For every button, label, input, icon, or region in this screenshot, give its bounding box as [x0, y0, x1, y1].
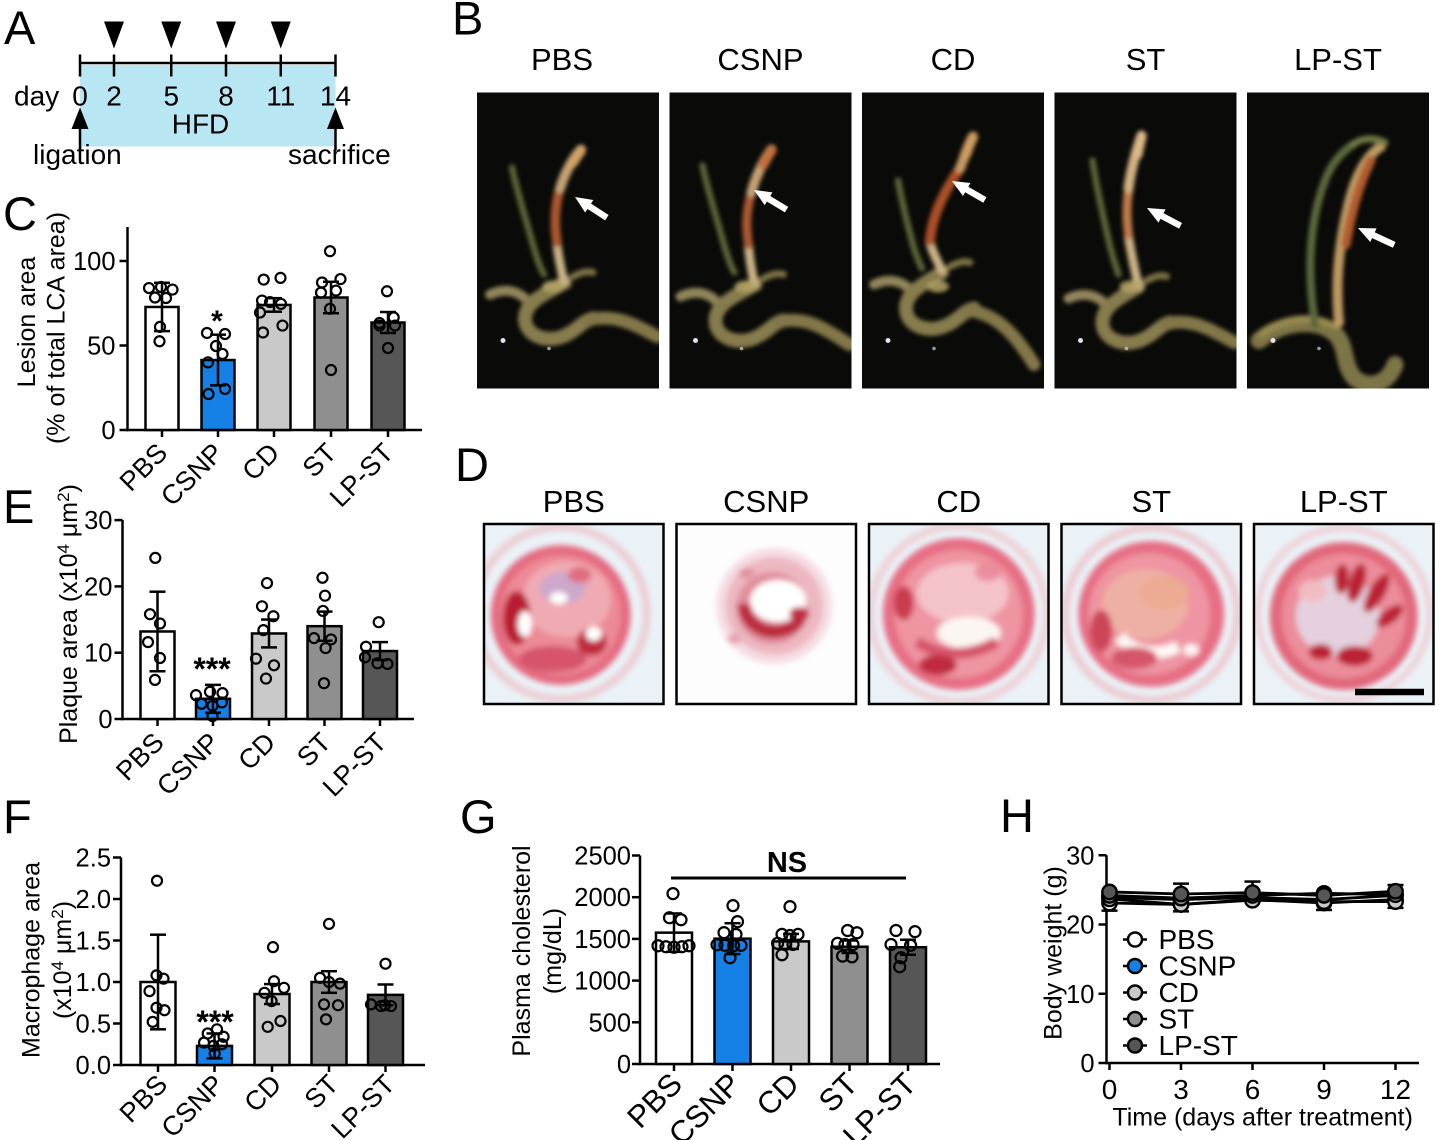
svg-text:HFD: HFD	[172, 109, 230, 140]
svg-text:ST: ST	[299, 1069, 345, 1115]
svg-text:*: *	[211, 305, 223, 338]
svg-text:F: F	[3, 790, 32, 843]
svg-text:(% of total LCA area): (% of total LCA area)	[43, 212, 71, 444]
svg-text:PBS: PBS	[531, 42, 593, 77]
svg-text:9: 9	[1316, 1074, 1332, 1105]
svg-text:CSNP: CSNP	[723, 484, 809, 519]
svg-text:CD: CD	[931, 42, 976, 77]
svg-text:CD: CD	[1159, 977, 1199, 1008]
svg-text:CD: CD	[750, 1066, 806, 1122]
svg-text:2000: 2000	[574, 884, 631, 912]
svg-text:ST: ST	[297, 438, 343, 484]
svg-text:E: E	[3, 480, 34, 533]
svg-text:2500: 2500	[574, 843, 631, 871]
svg-text:(mg/dL): (mg/dL)	[539, 908, 567, 994]
svg-text:NS: NS	[767, 847, 807, 879]
svg-text:10: 10	[1066, 981, 1094, 1009]
svg-text:1.0: 1.0	[76, 969, 111, 997]
svg-text:20: 20	[1066, 912, 1094, 940]
svg-text:B: B	[452, 0, 483, 45]
svg-text:CSNP: CSNP	[717, 42, 803, 77]
svg-text:500: 500	[588, 1009, 631, 1037]
svg-text:6: 6	[1245, 1074, 1261, 1105]
svg-text:***: ***	[193, 651, 231, 687]
svg-text:30: 30	[1066, 842, 1094, 870]
svg-text:12: 12	[1380, 1074, 1411, 1105]
svg-text:CSNP: CSNP	[1159, 951, 1237, 982]
svg-text:0: 0	[72, 81, 88, 112]
svg-text:2.5: 2.5	[76, 845, 111, 873]
svg-text:14: 14	[320, 81, 351, 112]
svg-text:CSNP: CSNP	[155, 1069, 229, 1140]
svg-text:0: 0	[1080, 1050, 1094, 1078]
svg-text:Time (days after treatment): Time (days after treatment)	[1112, 1104, 1413, 1132]
svg-text:20: 20	[84, 573, 112, 601]
svg-text:LP-ST: LP-ST	[1300, 484, 1388, 519]
svg-text:sacrifice: sacrifice	[288, 139, 391, 170]
svg-text:5: 5	[163, 81, 179, 112]
svg-text:ST: ST	[1126, 42, 1166, 77]
svg-text:30: 30	[84, 507, 112, 535]
svg-text:day: day	[14, 81, 59, 112]
svg-text:CD: CD	[238, 1069, 287, 1118]
svg-text:50: 50	[87, 333, 115, 361]
svg-text:0: 0	[617, 1051, 631, 1079]
svg-text:1000: 1000	[574, 968, 631, 996]
svg-text:Plaque area (x104 μm2): Plaque area (x104 μm2)	[54, 484, 83, 744]
svg-text:***: ***	[196, 1004, 234, 1040]
svg-text:ST: ST	[1159, 1004, 1195, 1035]
svg-text:Lesion area: Lesion area	[13, 257, 41, 388]
svg-text:0: 0	[1102, 1074, 1118, 1105]
svg-text:ST: ST	[291, 727, 337, 773]
svg-text:ligation: ligation	[33, 139, 122, 170]
svg-text:10: 10	[84, 640, 112, 668]
svg-text:2: 2	[106, 81, 122, 112]
svg-text:LP-ST: LP-ST	[1294, 42, 1382, 77]
svg-text:11: 11	[266, 81, 295, 112]
svg-text:3: 3	[1173, 1074, 1189, 1105]
svg-text:0.0: 0.0	[76, 1052, 111, 1080]
svg-text:LP-ST: LP-ST	[324, 438, 399, 513]
svg-text:0.5: 0.5	[76, 1011, 111, 1039]
svg-text:PBS: PBS	[543, 484, 605, 519]
svg-text:CD: CD	[236, 438, 285, 487]
svg-text:LP-ST: LP-ST	[1159, 1030, 1238, 1061]
svg-text:8: 8	[218, 81, 234, 112]
svg-text:D: D	[455, 438, 489, 491]
svg-text:G: G	[460, 790, 497, 843]
svg-text:(x104 μm2): (x104 μm2)	[48, 901, 77, 1019]
svg-text:0: 0	[101, 417, 115, 445]
svg-text:CD: CD	[232, 727, 281, 776]
svg-text:0: 0	[98, 706, 112, 734]
svg-text:H: H	[1000, 789, 1034, 842]
svg-text:Body weight (g): Body weight (g)	[1040, 866, 1068, 1040]
svg-text:Macrophage area: Macrophage area	[18, 862, 46, 1058]
svg-text:1.5: 1.5	[76, 928, 111, 956]
svg-text:2.0: 2.0	[76, 886, 111, 914]
svg-text:LP-ST: LP-ST	[317, 727, 392, 802]
svg-text:CSNP: CSNP	[155, 438, 229, 512]
svg-text:C: C	[3, 187, 37, 240]
svg-text:CD: CD	[936, 484, 981, 519]
svg-text:CSNP: CSNP	[151, 727, 225, 801]
svg-text:PBS: PBS	[1159, 924, 1215, 955]
svg-text:100: 100	[73, 248, 116, 276]
svg-text:A: A	[4, 1, 36, 54]
svg-text:Plasma cholesterol: Plasma cholesterol	[508, 845, 536, 1056]
svg-text:1500: 1500	[574, 926, 631, 954]
svg-text:LP-ST: LP-ST	[325, 1069, 400, 1140]
svg-text:ST: ST	[1131, 484, 1171, 519]
